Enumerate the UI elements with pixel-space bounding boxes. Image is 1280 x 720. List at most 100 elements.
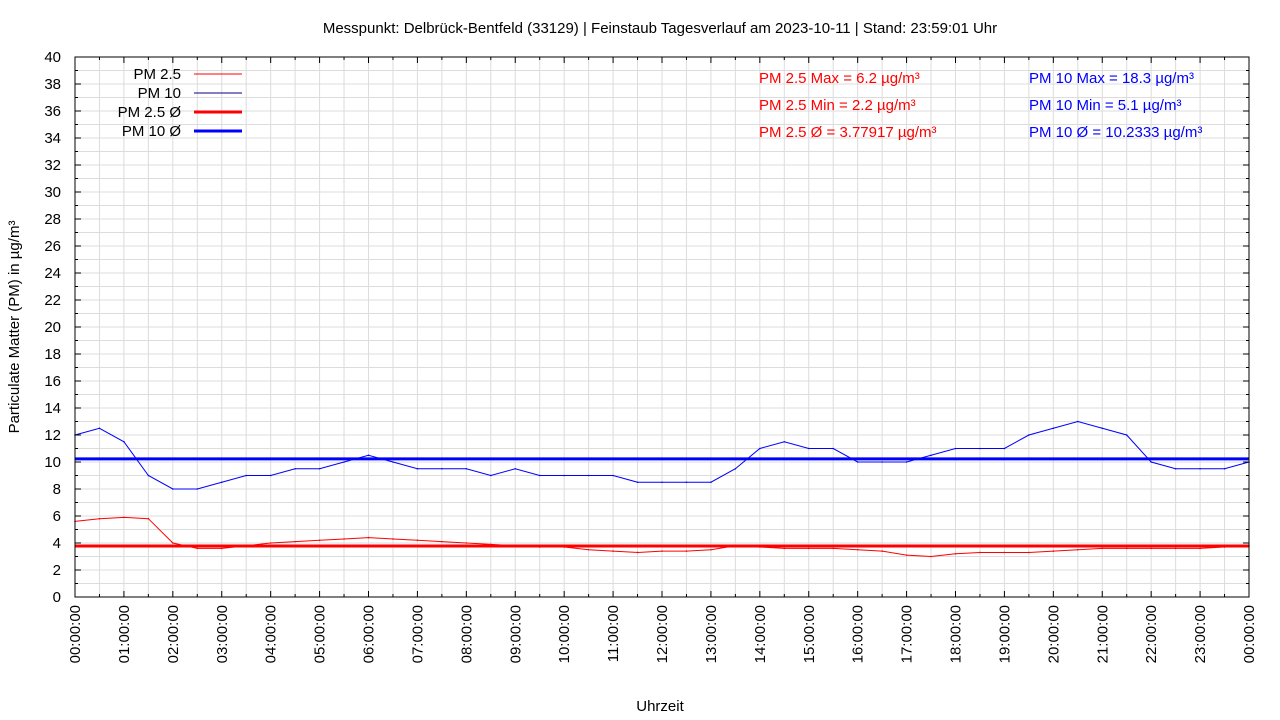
y-tick-label: 22 <box>44 292 61 309</box>
x-tick-label: 02:00:00 <box>165 605 182 663</box>
series-pm-10-point <box>1028 434 1030 436</box>
y-tick-label: 24 <box>44 265 61 282</box>
series-pm-10-point <box>172 488 174 490</box>
series-pm-2-5-point <box>587 548 590 551</box>
series-pm-10-point <box>416 467 419 470</box>
series-pm-10-point <box>123 440 125 443</box>
y-tick-label: 20 <box>44 319 61 336</box>
y-tick-label: 18 <box>44 346 61 363</box>
series-layer <box>74 420 1250 558</box>
series-pm-10-point <box>318 467 321 470</box>
series-pm-2-5-point <box>196 547 199 550</box>
series-pm-10-point <box>979 447 981 450</box>
series-pm-2-5-point <box>123 516 125 519</box>
series-pm-10-point <box>954 447 957 450</box>
x-tick-label: 07:00:00 <box>409 605 426 663</box>
series-pm-2-5-point <box>685 550 688 552</box>
chart-title: Messpunkt: Delbrück-Bentfeld (33129) | F… <box>323 20 997 37</box>
series-pm-2-5-point <box>416 539 419 542</box>
series-pm-2-5-point <box>1125 547 1128 550</box>
series-pm-10-point <box>1199 467 1201 470</box>
series-pm-10-point <box>343 461 345 463</box>
x-tick-label: 17:00:00 <box>899 605 916 663</box>
series-pm-2-5-point <box>269 542 272 544</box>
series-pm-10-point <box>587 474 590 477</box>
series-pm-10-point <box>441 467 443 470</box>
legend-label: PM 10 Ø <box>122 123 182 140</box>
series-pm-10-point <box>636 481 639 484</box>
series-pm-2-5-point <box>1174 547 1177 550</box>
x-tick-label: 01:00:00 <box>116 605 133 663</box>
y-tick-label: 14 <box>44 400 61 417</box>
pm10-stat: PM 10 Max = 18.3 µg/m³ <box>1029 70 1194 87</box>
x-tick-label: 22:00:00 <box>1143 605 1160 663</box>
series-pm-2-5-point <box>881 550 883 552</box>
series-pm-2-5-point <box>979 551 981 554</box>
y-axis-label: Particulate Matter (PM) in µg/m³ <box>6 221 23 434</box>
series-pm-10-point <box>269 474 272 477</box>
series-pm-2-5-point <box>807 547 810 550</box>
legend: PM 2.5 PM 10 PM 2.5 Ø PM 10 Ø <box>118 66 242 140</box>
series-pm-2-5-point <box>905 554 908 556</box>
series-pm-2-5-point <box>343 538 345 540</box>
x-tick-label: 23:00:00 <box>1192 605 1209 663</box>
x-tick-label: 09:00:00 <box>507 605 524 663</box>
x-tick-label: 03:00:00 <box>214 605 231 663</box>
series-pm-10-point <box>538 474 541 477</box>
series-pm-10-point <box>465 467 468 470</box>
x-tick-label: 20:00:00 <box>1045 605 1062 663</box>
series-pm-2-5-point <box>1028 551 1030 554</box>
x-tick-label: 12:00:00 <box>654 605 671 663</box>
y-tick-label: 34 <box>44 130 61 147</box>
legend-label: PM 2.5 Ø <box>118 104 182 121</box>
y-tick-label: 38 <box>44 76 61 93</box>
x-tick-label: 14:00:00 <box>752 605 769 663</box>
legend-label: PM 2.5 <box>133 66 181 83</box>
y-tick-label: 40 <box>44 49 61 66</box>
series-pm-2-5-point <box>1052 550 1055 552</box>
series-pm-2-5-point <box>1003 551 1006 554</box>
pm25-stat: PM 2.5 Ø = 3.77917 µg/m³ <box>759 124 936 141</box>
x-tick-label: 00:00:00 <box>1241 605 1258 663</box>
series-pm-10-point <box>661 481 663 484</box>
y-tick-label: 26 <box>44 238 61 255</box>
y-tick-label: 30 <box>44 184 61 201</box>
series-pm-10-point <box>783 440 786 443</box>
x-tick-label: 21:00:00 <box>1094 605 1111 663</box>
series-pm-10-point <box>1076 420 1079 423</box>
series-pm-2-5-point <box>147 517 150 520</box>
x-tick-label: 13:00:00 <box>703 605 720 663</box>
series-pm-10-point <box>196 488 199 490</box>
y-tick-label: 10 <box>44 454 61 471</box>
series-pm-2-5-point <box>392 538 394 540</box>
series-pm-2-5-point <box>954 553 957 555</box>
series-pm-10-point <box>881 461 883 463</box>
series-pm-10-point <box>1052 427 1055 430</box>
series-pm-10-point <box>612 474 614 477</box>
series-pm-2-5-point <box>783 547 786 550</box>
series-pm-2-5-point <box>465 542 468 544</box>
series-pm-2-5-point <box>612 550 614 552</box>
series-pm-10-point <box>1223 467 1226 470</box>
series-pm-2-5-point <box>710 548 712 551</box>
series-pm-2-5-point <box>367 536 370 539</box>
series-pm-10-point <box>1174 467 1177 470</box>
series-pm-2-5-point <box>856 548 859 551</box>
series-pm-2-5-point <box>98 517 101 520</box>
series-pm-10-point <box>930 454 932 457</box>
series-pm-2-5-point <box>636 551 639 554</box>
stats-annotations: PM 2.5 Max = 6.2 µg/m³ PM 2.5 Min = 2.2 µ… <box>759 70 1202 141</box>
y-tick-label: 32 <box>44 157 61 174</box>
series-pm-10-point <box>685 481 688 484</box>
x-tick-label: 10:00:00 <box>556 605 573 663</box>
series-pm-10-point <box>734 467 737 470</box>
y-tick-label: 28 <box>44 211 61 228</box>
series-pm-10-point <box>514 467 517 470</box>
x-tick-label: 16:00:00 <box>850 605 867 663</box>
series-pm-2-5-point <box>294 540 296 543</box>
x-tick-label: 05:00:00 <box>312 605 329 663</box>
pm25-stat: PM 2.5 Min = 2.2 µg/m³ <box>759 97 916 114</box>
series-pm-2-5-point <box>1150 547 1152 550</box>
series-pm-10-point <box>392 461 394 463</box>
